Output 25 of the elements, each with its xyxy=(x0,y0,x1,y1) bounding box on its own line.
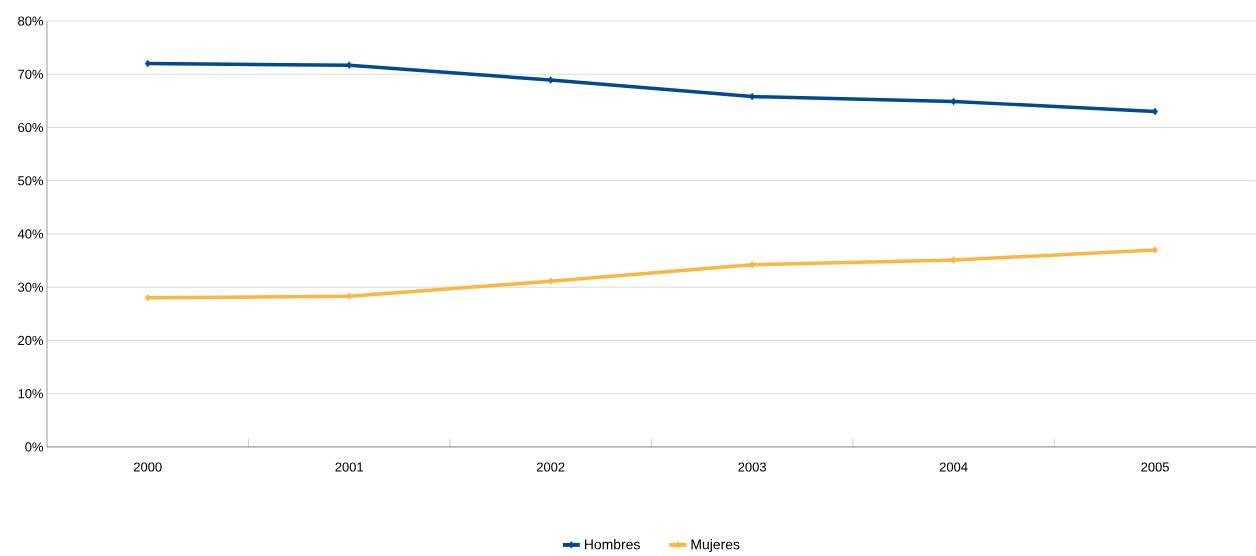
x-tick-label: 2004 xyxy=(939,462,968,472)
point xyxy=(144,59,151,68)
y-tick-label: 0% xyxy=(25,442,44,452)
point xyxy=(749,261,755,269)
x-tick-label: 2000 xyxy=(133,462,162,472)
y-tick-label: 60% xyxy=(18,122,44,133)
point xyxy=(346,292,353,301)
y-tick-label: 30% xyxy=(18,282,44,292)
legend-label: Hombres xyxy=(584,539,640,550)
y-tick-label: 40% xyxy=(17,229,44,239)
legend-label: Mujeres xyxy=(691,539,740,553)
y-tick-label: 70% xyxy=(18,69,44,79)
y-tick-label: 10% xyxy=(18,389,44,399)
point xyxy=(547,76,554,84)
x-tick-label: 2005 xyxy=(1141,462,1169,472)
x-tick-label: 2001 xyxy=(335,462,363,472)
y-tick-label: 80% xyxy=(18,16,44,26)
y-tick-label: 20% xyxy=(18,335,44,346)
x-tick-label: 2002 xyxy=(536,462,565,472)
point xyxy=(950,256,957,264)
x-tick-label: 2003 xyxy=(738,462,766,472)
point xyxy=(950,97,957,106)
point xyxy=(144,294,151,302)
point xyxy=(1152,246,1158,254)
y-tick-label: 50% xyxy=(18,176,44,186)
